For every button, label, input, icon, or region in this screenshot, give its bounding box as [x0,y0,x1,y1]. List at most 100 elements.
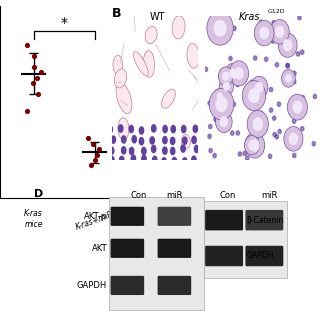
Circle shape [252,117,263,131]
Circle shape [181,145,185,152]
Circle shape [260,82,263,86]
Circle shape [300,50,304,54]
FancyBboxPatch shape [111,276,144,295]
Circle shape [192,136,196,143]
Point [35,92,40,97]
Text: miR: miR [166,191,183,200]
Circle shape [248,88,260,103]
Circle shape [150,137,154,144]
Point [31,53,36,58]
FancyBboxPatch shape [157,239,191,258]
Circle shape [265,57,268,61]
Circle shape [293,71,296,76]
Circle shape [248,140,256,150]
Text: K-ras+miR: K-ras+miR [75,209,115,231]
Circle shape [285,74,292,83]
Circle shape [220,77,234,95]
Circle shape [151,145,156,153]
Circle shape [129,125,133,132]
Circle shape [217,92,223,101]
Circle shape [247,110,268,138]
Circle shape [243,73,246,77]
Circle shape [142,148,146,155]
Circle shape [193,125,197,132]
Ellipse shape [116,83,132,114]
Circle shape [171,125,175,133]
FancyBboxPatch shape [111,239,144,258]
Point [90,141,95,146]
Circle shape [238,152,242,156]
Circle shape [118,125,123,132]
Circle shape [245,156,249,160]
Point [30,81,35,86]
Ellipse shape [162,89,175,108]
Ellipse shape [118,118,129,140]
Point [25,42,30,47]
Circle shape [300,126,304,131]
Circle shape [213,153,216,158]
Circle shape [251,94,254,98]
Circle shape [232,102,236,107]
Circle shape [109,147,114,154]
Text: Con: Con [220,191,236,200]
Circle shape [284,126,303,151]
Text: D: D [35,189,44,199]
Circle shape [254,20,274,46]
Circle shape [108,126,112,133]
Circle shape [229,68,237,79]
Point [89,163,94,168]
Circle shape [243,78,246,83]
Circle shape [242,81,266,111]
Text: G12D: G12D [268,9,285,13]
Ellipse shape [143,51,155,77]
Circle shape [152,125,156,132]
Point [86,135,91,140]
Text: β-Catenin: β-Catenin [247,216,284,225]
Circle shape [231,131,234,135]
Circle shape [275,63,279,67]
Circle shape [286,63,289,68]
Bar [109,197,204,310]
Circle shape [292,80,296,84]
Circle shape [273,132,276,137]
Circle shape [250,80,253,84]
Circle shape [227,117,230,121]
Circle shape [251,92,259,103]
Circle shape [208,134,211,139]
Circle shape [183,137,187,144]
Circle shape [312,142,316,146]
Text: GAPDH: GAPDH [77,281,107,290]
Circle shape [131,155,136,162]
Circle shape [283,39,292,51]
FancyBboxPatch shape [157,207,191,226]
Circle shape [171,137,175,145]
Circle shape [195,145,199,153]
Circle shape [139,127,144,134]
Circle shape [301,96,305,100]
Ellipse shape [181,134,190,149]
Circle shape [228,26,231,30]
Circle shape [181,125,186,133]
Circle shape [163,125,167,133]
Circle shape [278,33,297,57]
Circle shape [234,67,244,80]
Circle shape [272,20,276,25]
Text: AKT-p: AKT-p [84,212,107,221]
Circle shape [220,116,228,127]
Circle shape [296,52,300,56]
Ellipse shape [113,55,123,74]
Circle shape [289,133,298,145]
Circle shape [207,11,233,45]
Circle shape [287,94,308,120]
Circle shape [259,27,269,39]
Circle shape [271,39,275,43]
Circle shape [282,69,295,87]
Circle shape [218,67,233,86]
Circle shape [208,101,211,105]
FancyBboxPatch shape [205,210,243,230]
Circle shape [245,132,265,158]
Point [34,75,39,80]
Circle shape [172,157,177,165]
Ellipse shape [145,27,157,44]
Circle shape [233,26,236,30]
